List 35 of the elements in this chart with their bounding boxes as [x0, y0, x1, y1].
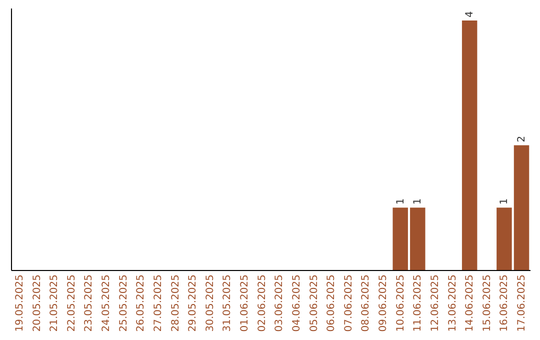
data-label: 1	[395, 198, 406, 205]
x-tick-label: 25.05.2025	[118, 274, 130, 332]
x-tick-label: 17.06.2025	[516, 274, 528, 332]
x-tick-label: 13.06.2025	[447, 274, 458, 332]
x-tick-label: 19.05.2025	[14, 274, 26, 332]
x-tick-label: 29.05.2025	[188, 274, 199, 332]
x-tick-label: 14.06.2025	[464, 274, 476, 332]
x-tick-label: 31.05.2025	[222, 274, 234, 332]
x-tick-label: 30.05.2025	[204, 274, 216, 332]
x-tick-label: 06.06.2025	[326, 274, 338, 332]
x-tick-label: 27.05.2025	[152, 274, 164, 332]
x-tick-label: 02.06.2025	[256, 274, 268, 332]
x-tick-label: 15.06.2025	[482, 274, 493, 332]
x-tick-label: 21.05.2025	[49, 274, 60, 332]
x-tick-label: 28.05.2025	[170, 274, 182, 332]
data-label: 1	[499, 198, 510, 205]
x-tick-label: 01.06.2025	[240, 274, 251, 332]
x-tick-label: 09.06.2025	[378, 274, 390, 332]
x-tick-label: 10.06.2025	[395, 274, 406, 332]
x-tick-label: 24.05.2025	[101, 274, 112, 332]
x-tick-label: 05.06.2025	[308, 274, 320, 332]
x-tick-label: 07.06.2025	[343, 274, 354, 332]
x-tick-label: 26.05.2025	[136, 274, 147, 332]
data-label: 2	[516, 136, 528, 142]
x-tick-label: 08.06.2025	[360, 274, 372, 332]
x-tick-label: 12.06.2025	[430, 274, 441, 332]
data-label: 1	[412, 198, 424, 205]
x-tick-label: 22.05.2025	[66, 274, 78, 332]
x-tick-label: 04.06.2025	[291, 274, 302, 332]
x-tick-label: 20.05.2025	[32, 274, 43, 332]
x-tick-label: 03.06.2025	[274, 274, 286, 332]
x-tick-label: 23.05.2025	[84, 274, 95, 332]
x-tick-label: 11.06.2025	[412, 274, 424, 332]
data-label: 4	[464, 11, 476, 18]
x-tick-label: 16.06.2025	[499, 274, 510, 332]
